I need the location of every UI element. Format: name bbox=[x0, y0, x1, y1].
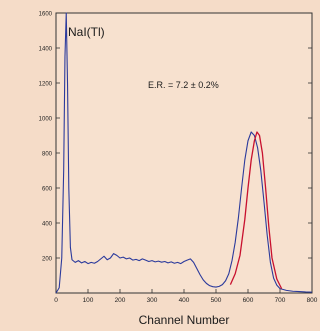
plot-area bbox=[55, 12, 313, 294]
annotation-er: E.R. = 7.2 ± 0.2% bbox=[148, 80, 219, 90]
y-tick-label: 200 bbox=[42, 257, 53, 263]
y-tick-label: 1200 bbox=[39, 82, 53, 88]
x-tick-label: 600 bbox=[243, 297, 254, 304]
annotation-nai: NaI(Tl) bbox=[68, 25, 105, 39]
x-axis-label: Channel Number bbox=[139, 313, 230, 327]
x-tick-label: 100 bbox=[83, 297, 94, 304]
x-tick-label: 500 bbox=[211, 297, 222, 304]
x-ticks: 0 100 200 300 400 500 600 700 800 bbox=[54, 289, 318, 304]
y-tick-label: 1600 bbox=[39, 12, 53, 18]
x-tick-label: 0 bbox=[54, 297, 58, 304]
x-tick-label: 700 bbox=[275, 297, 286, 304]
x-tick-label: 300 bbox=[147, 297, 158, 304]
peak-fit-line bbox=[229, 131, 283, 289]
y-ticks: 200 400 600 800 1000 1200 1400 1600 bbox=[39, 12, 312, 263]
y-tick-label: 400 bbox=[42, 222, 53, 228]
spectrum-line bbox=[55, 12, 313, 294]
y-tick-label: 800 bbox=[42, 152, 53, 158]
x-tick-label: 400 bbox=[179, 297, 190, 304]
x-tick-label: 800 bbox=[307, 297, 318, 304]
y-tick-label: 1400 bbox=[39, 47, 53, 53]
y-tick-label: 1000 bbox=[39, 117, 53, 123]
x-tick-label: 200 bbox=[115, 297, 126, 304]
y-tick-label: 600 bbox=[42, 187, 53, 193]
